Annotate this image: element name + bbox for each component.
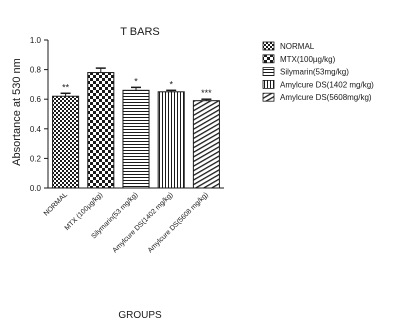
legend: NORMAL MTX(100µg/kg) Silymarin(53mg/kg) Amy…: [262, 41, 374, 102]
y-axis-ticks: 0.0 0.2 0.4 0.6 0.8 1.0: [30, 36, 48, 193]
legend-label: Silymarin(53mg/kg): [280, 68, 349, 77]
bar: [87, 72, 115, 189]
legend-label: NORMAL: [280, 42, 315, 51]
y-axis-label: Absortance at 530 nm: [11, 58, 23, 166]
significance-label: ***: [201, 88, 212, 98]
bar: [192, 100, 220, 189]
y-tick-label: 0.4: [30, 125, 42, 134]
legend-swatch: [262, 80, 275, 89]
x-tick-label: Amylcure DS(1402 mg/kg): [112, 191, 175, 254]
x-tick-label: Amylcure DS(5608 mg/kg): [147, 191, 210, 254]
significance-label: **: [62, 82, 70, 92]
bar: [52, 95, 80, 189]
bars-group: *** ****: [52, 67, 220, 189]
x-axis-label: GROUPS: [118, 310, 162, 321]
y-tick-label: 0.6: [30, 95, 42, 104]
legend-swatch: [262, 92, 275, 102]
bar: [157, 91, 185, 189]
legend-label: Amylcure DS(5608mg/kg): [280, 93, 372, 102]
x-tick-label: NORMAL: [43, 191, 69, 217]
y-tick-label: 0.8: [30, 66, 42, 75]
legend-label: MTX(100µg/kg): [280, 55, 336, 64]
y-tick-label: 0.0: [30, 184, 42, 193]
legend-swatch: [262, 41, 275, 51]
x-tick-label: MTX (100µg/kg): [64, 191, 105, 232]
bar: [122, 89, 150, 189]
significance-label: *: [134, 76, 138, 86]
y-tick-label: 0.2: [30, 154, 42, 163]
chart-title: T BARS: [120, 26, 160, 38]
y-tick-label: 1.0: [30, 36, 42, 45]
legend-swatch: [262, 67, 275, 76]
legend-swatch: [262, 54, 275, 64]
legend-label: Amylcure DS(1402 mg/kg): [280, 80, 374, 89]
significance-label: *: [169, 79, 173, 89]
